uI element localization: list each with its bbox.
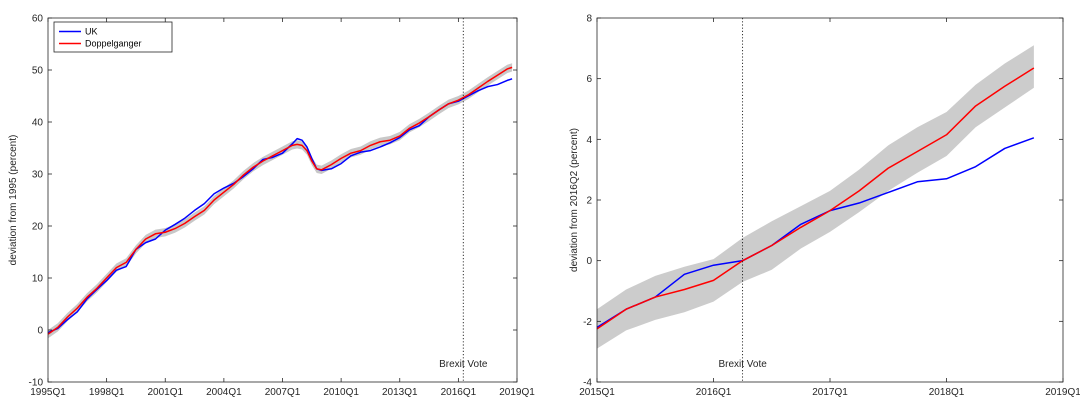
x-tick-label: 2013Q1 — [382, 387, 418, 398]
x-tick-label: 2001Q1 — [147, 387, 183, 398]
chart-2-x-axis: 2015Q1 2016Q1 2017Q1 2018Q1 2019Q1 — [579, 18, 1080, 398]
y-tick-label: -2 — [583, 317, 592, 328]
chart-2-brexit-vote-annotation: Brexit Vote — [718, 359, 767, 370]
chart-1-confidence-band — [48, 63, 513, 339]
y-tick-label: 0 — [37, 326, 43, 337]
chart-2-series — [596, 67, 1035, 330]
series-line-doppelganger — [596, 67, 1035, 330]
chart-2-y-axis-label: deviation from 2016Q2 (percent) — [569, 128, 580, 272]
confidence-band-area — [597, 45, 1034, 349]
chart-1-brexit-vote-annotation: Brexit Vote — [439, 359, 488, 370]
x-tick-label: 2007Q1 — [265, 387, 301, 398]
legend-label-uk: UK — [85, 27, 98, 37]
x-tick-label: 2018Q1 — [929, 387, 965, 398]
y-tick-label: -10 — [29, 378, 44, 389]
y-tick-label: 0 — [586, 256, 592, 267]
y-tick-label: 40 — [32, 118, 44, 129]
chart-1-legend: UK Doppelganger — [53, 21, 173, 53]
legend-box — [53, 21, 173, 53]
x-tick-label: 2015Q1 — [579, 387, 615, 398]
y-tick-label: 50 — [32, 66, 44, 77]
series-line-uk — [47, 78, 513, 334]
chart-1-x-axis: 1995Q1 1998Q1 2001Q1 2004Q1 2007Q1 2010Q1 2013… — [30, 18, 535, 398]
chart-1-series — [47, 66, 513, 335]
y-tick-label: 60 — [32, 14, 44, 25]
x-tick-label: 1995Q1 — [30, 387, 66, 398]
x-tick-label: 1998Q1 — [89, 387, 125, 398]
x-tick-label: 2004Q1 — [206, 387, 242, 398]
x-tick-label: 2016Q1 — [441, 387, 477, 398]
y-tick-label: 8 — [586, 14, 592, 25]
chart-2-y-axis: -4 -2 0 2 4 6 8 — [583, 14, 1063, 389]
x-tick-label: 2010Q1 — [323, 387, 359, 398]
chart-2-confidence-band — [597, 45, 1034, 349]
y-tick-label: 6 — [586, 74, 592, 85]
x-tick-label: 2019Q1 — [1045, 387, 1080, 398]
confidence-band-area — [48, 63, 513, 339]
y-tick-label: 2 — [586, 196, 592, 207]
series-line-uk — [596, 137, 1035, 329]
chart-1: Brexit Vote -10 0 10 20 30 40 50 60 1995Q1 1998Q… — [8, 14, 535, 399]
legend-label-doppelganger: Doppelganger — [85, 39, 142, 49]
y-tick-label: 10 — [32, 274, 44, 285]
y-tick-label: 4 — [586, 135, 592, 146]
chart-1-y-axis: -10 0 10 20 30 40 50 60 — [29, 14, 517, 389]
series-line-doppelganger — [47, 66, 513, 335]
y-tick-label: 20 — [32, 222, 44, 233]
x-tick-label: 2019Q1 — [499, 387, 535, 398]
y-tick-label: 30 — [32, 170, 44, 181]
chart-1-plot-frame — [47, 17, 518, 383]
x-tick-label: 2017Q1 — [812, 387, 848, 398]
chart-2: Brexit Vote -4 -2 0 2 4 6 8 2015Q1 2016Q1 2017Q1… — [569, 14, 1080, 399]
y-tick-label: -4 — [583, 378, 592, 389]
x-tick-label: 2016Q1 — [696, 387, 732, 398]
chart-1-y-axis-label: deviation from 1995 (percent) — [8, 135, 19, 266]
